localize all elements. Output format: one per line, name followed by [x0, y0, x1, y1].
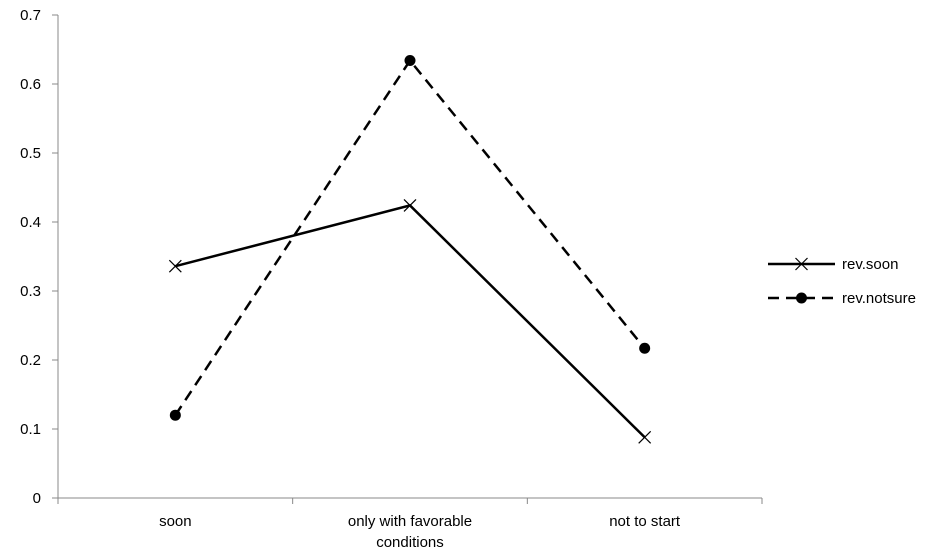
- series-markers: [168, 55, 652, 444]
- y-tick-label: 0: [33, 490, 41, 507]
- legend-item: rev.soon: [768, 256, 898, 273]
- legend-marker: [796, 292, 807, 304]
- x-category-labels: soon only with favorable conditions not to …: [159, 513, 681, 551]
- data-point-rev-soon: [403, 199, 417, 212]
- series-lines: [174, 58, 646, 439]
- data-point-rev-notsure: [404, 55, 416, 67]
- x-category-label-line: only with favorable: [348, 513, 472, 530]
- y-tick-labels: 0 0.1 0.2 0.3 0.4 0.5 0.6 0.7: [20, 7, 41, 507]
- x-category-label: only with favorable conditions: [348, 513, 472, 551]
- series-line-rev-soon: [175, 204, 646, 439]
- x-category-label: not to start: [609, 513, 681, 530]
- data-point-rev-soon: [638, 430, 652, 444]
- legend-item: rev.notsure: [768, 290, 916, 307]
- x-category-label-line: conditions: [376, 534, 444, 551]
- y-tick-label: 0.1: [20, 421, 41, 438]
- legend-label: rev.notsure: [842, 290, 916, 307]
- y-tick-label: 0.7: [20, 7, 41, 24]
- y-tick-label: 0.2: [20, 352, 41, 369]
- x-category-label: soon: [159, 513, 192, 530]
- chart-axes: [52, 14, 763, 504]
- data-point-rev-notsure: [169, 409, 181, 421]
- y-tick-label: 0.4: [20, 214, 41, 231]
- x-category-label-line: soon: [159, 513, 192, 530]
- data-point-rev-soon: [168, 259, 182, 273]
- data-point-rev-notsure: [639, 342, 651, 354]
- y-tick-label: 0.6: [20, 76, 41, 93]
- legend-marker: [795, 257, 808, 271]
- y-tick-label: 0.3: [20, 283, 41, 300]
- y-tick-label: 0.5: [20, 145, 41, 162]
- series-line-rev-notsure: [174, 58, 646, 416]
- legend-label: rev.soon: [842, 256, 898, 273]
- legend: rev.soon rev.notsure: [768, 256, 916, 307]
- x-category-label-line: not to start: [609, 513, 681, 530]
